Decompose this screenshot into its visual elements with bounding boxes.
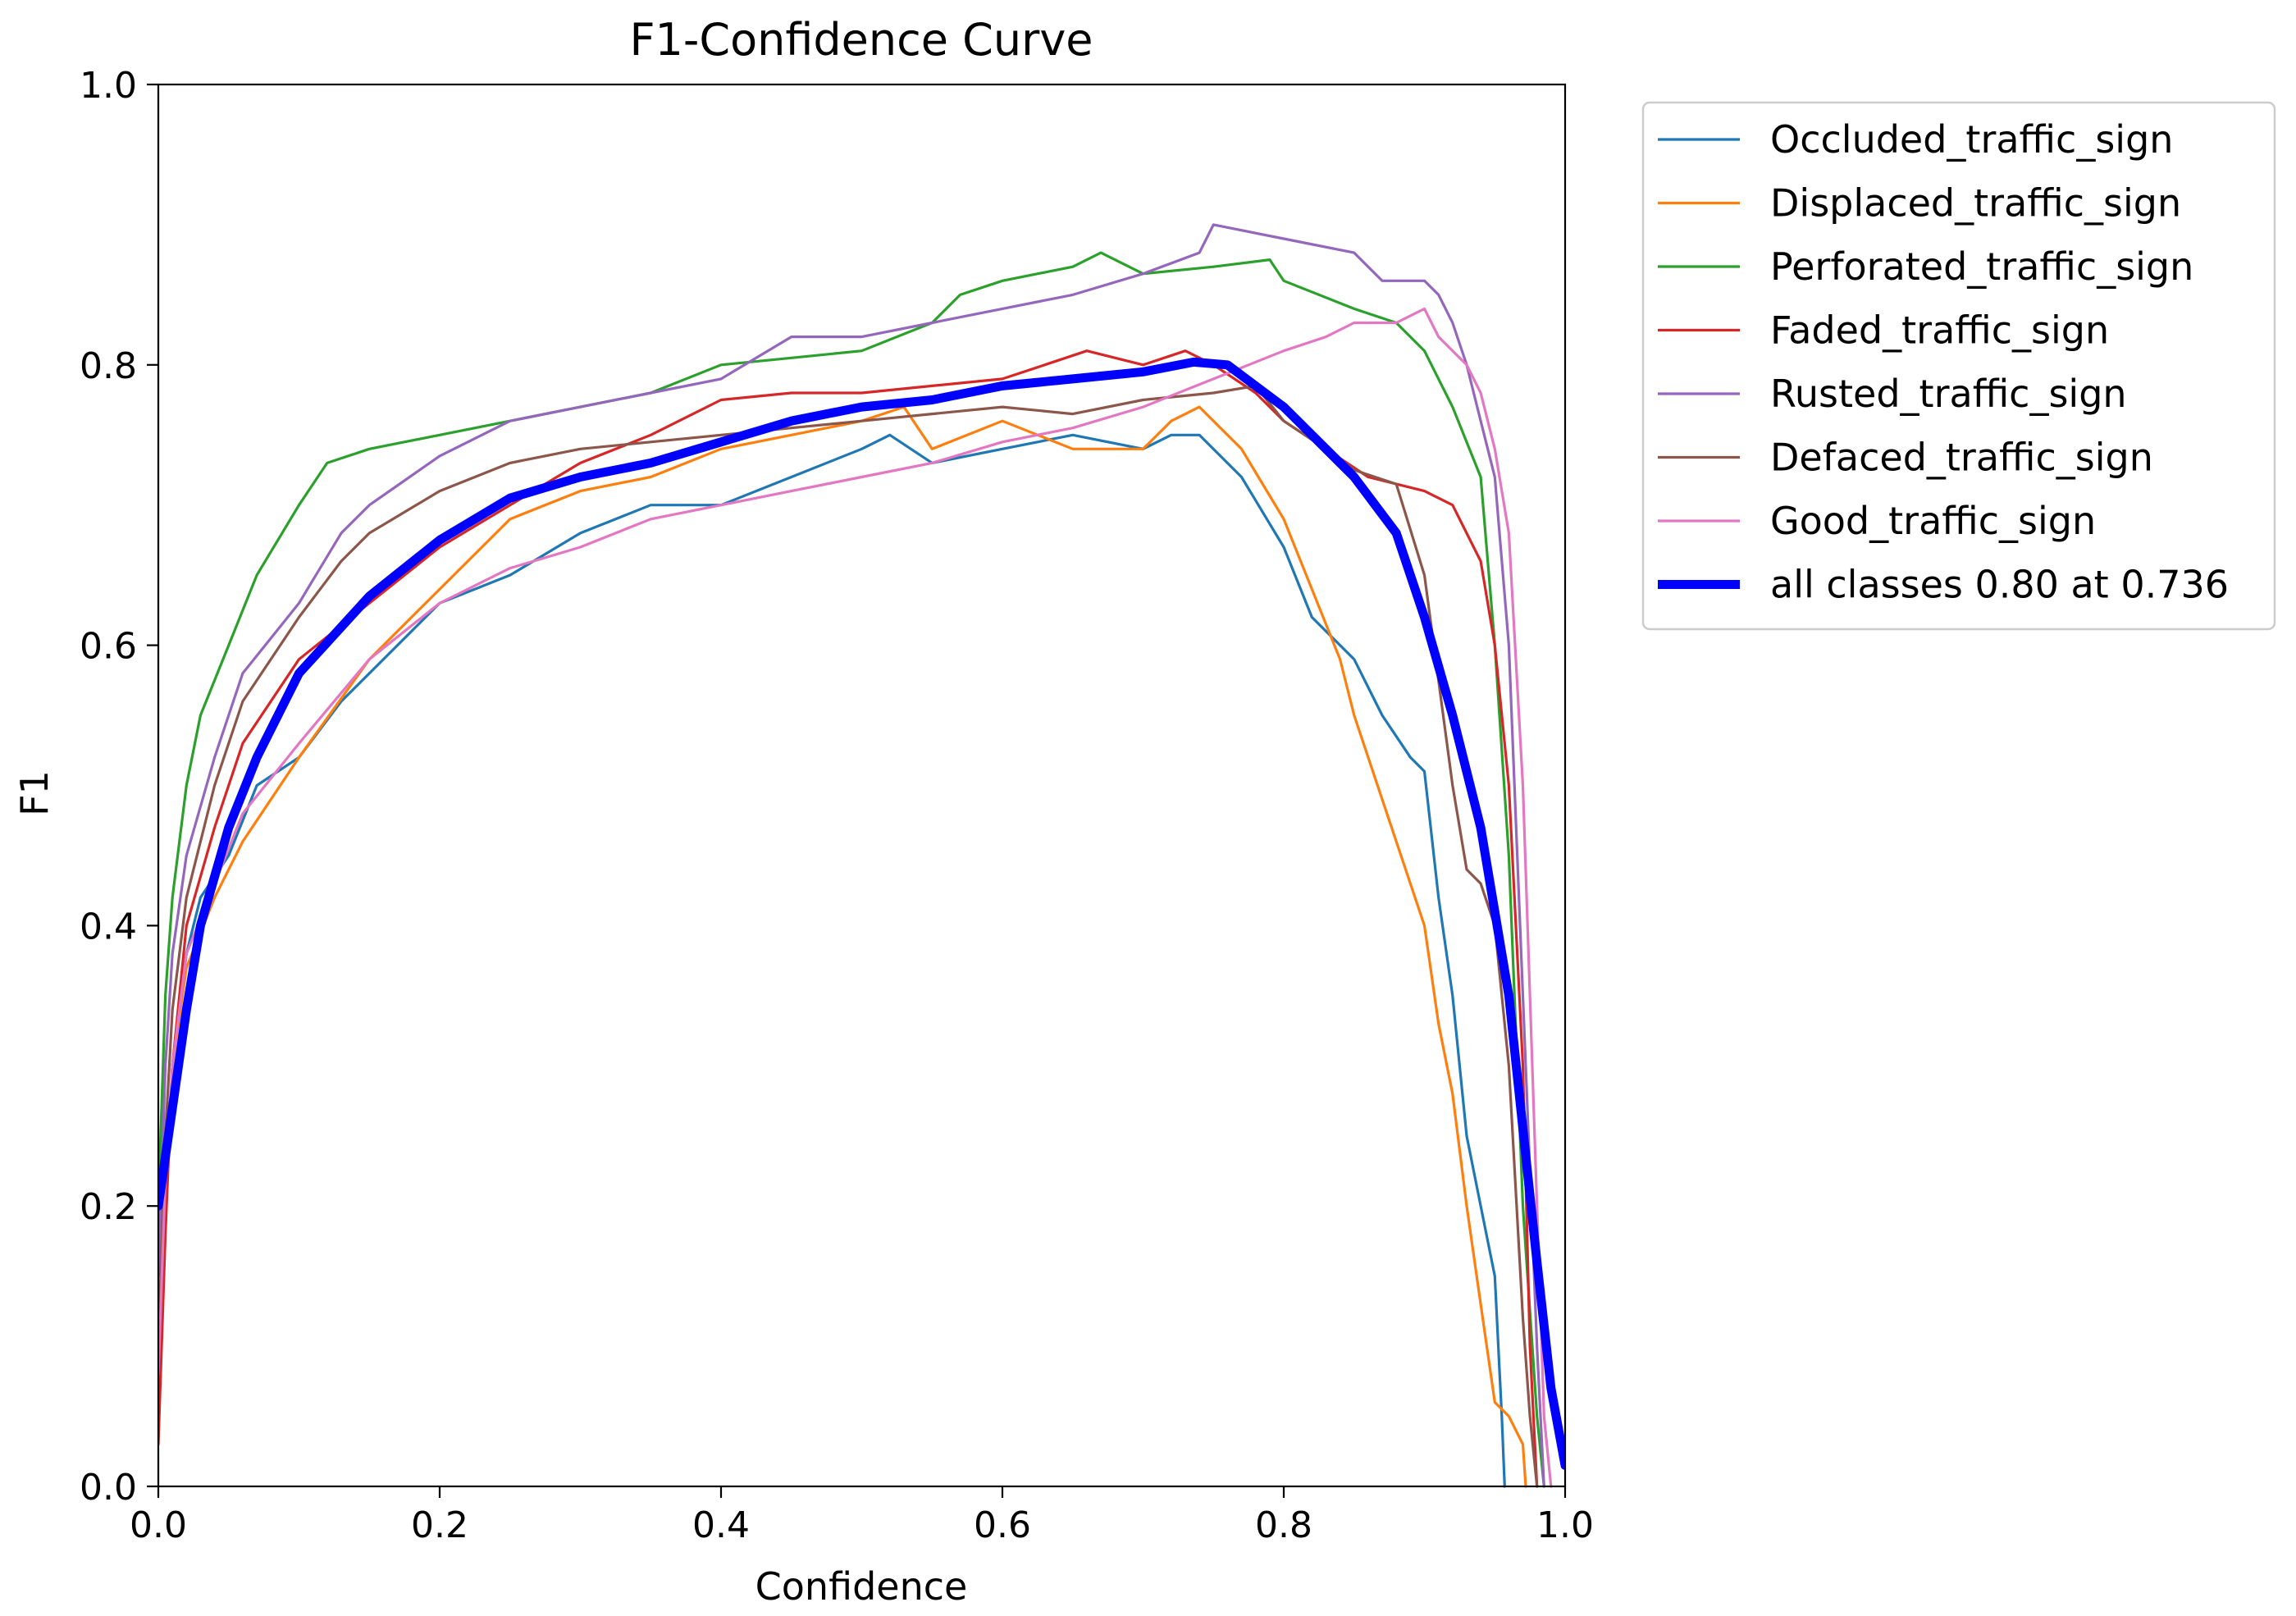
series-line-displaced-traffic-sign [158, 405, 1527, 1488]
legend: Occluded_traffic_sign Displaced_traffic_s… [1641, 101, 2276, 631]
y-axis: 0.0 0.2 0.4 0.6 0.8 1.0 [80, 65, 158, 1509]
legend-label: Good_traffic_sign [1770, 499, 2096, 543]
series-line-defaced-traffic-sign [158, 384, 1539, 1488]
series-line-all-classes [158, 357, 1565, 1470]
legend-label: Displaced_traffic_sign [1770, 181, 2181, 226]
series-line-occluded-traffic-sign [158, 433, 1506, 1488]
series-line-faded-traffic-sign [158, 349, 1539, 1488]
x-tick-label: 1.0 [1536, 1504, 1594, 1546]
plot-frame [157, 83, 1567, 1488]
legend-label: Faded_traffic_sign [1770, 308, 2109, 353]
y-tick-label: 0.2 [80, 1186, 137, 1228]
plot-area [158, 223, 1565, 1488]
legend-label: Perforated_traffic_sign [1770, 244, 2193, 289]
x-tick-label: 0.2 [411, 1504, 468, 1546]
legend-label: Occluded_traffic_sign [1770, 117, 2173, 162]
legend-box [1641, 101, 2276, 631]
series-line-perforated-traffic-sign [158, 251, 1545, 1488]
x-axis: 0.0 0.2 0.4 0.6 0.8 1.0 [130, 1486, 1594, 1546]
y-tick-label: 0.0 [80, 1467, 137, 1509]
legend-label: all classes 0.80 at 0.736 [1770, 563, 2229, 607]
x-tick-label: 0.8 [1255, 1504, 1312, 1546]
x-tick-label: 0.6 [974, 1504, 1031, 1546]
series-line-rusted-traffic-sign [158, 223, 1545, 1488]
y-tick-label: 1.0 [80, 65, 137, 107]
series-line-good-traffic-sign [158, 307, 1553, 1488]
y-tick-label: 0.6 [80, 626, 137, 668]
x-tick-label: 0.4 [692, 1504, 750, 1546]
x-axis-label: Confidence [755, 1564, 968, 1609]
chart-title: F1-Confidence Curve [630, 14, 1093, 66]
y-axis-label: F1 [12, 770, 57, 816]
y-tick-label: 0.4 [80, 906, 137, 947]
y-tick-label: 0.8 [80, 345, 137, 387]
legend-label: Defaced_traffic_sign [1770, 436, 2153, 480]
x-tick-label: 0.0 [130, 1504, 187, 1546]
legend-label: Rusted_traffic_sign [1770, 372, 2127, 416]
